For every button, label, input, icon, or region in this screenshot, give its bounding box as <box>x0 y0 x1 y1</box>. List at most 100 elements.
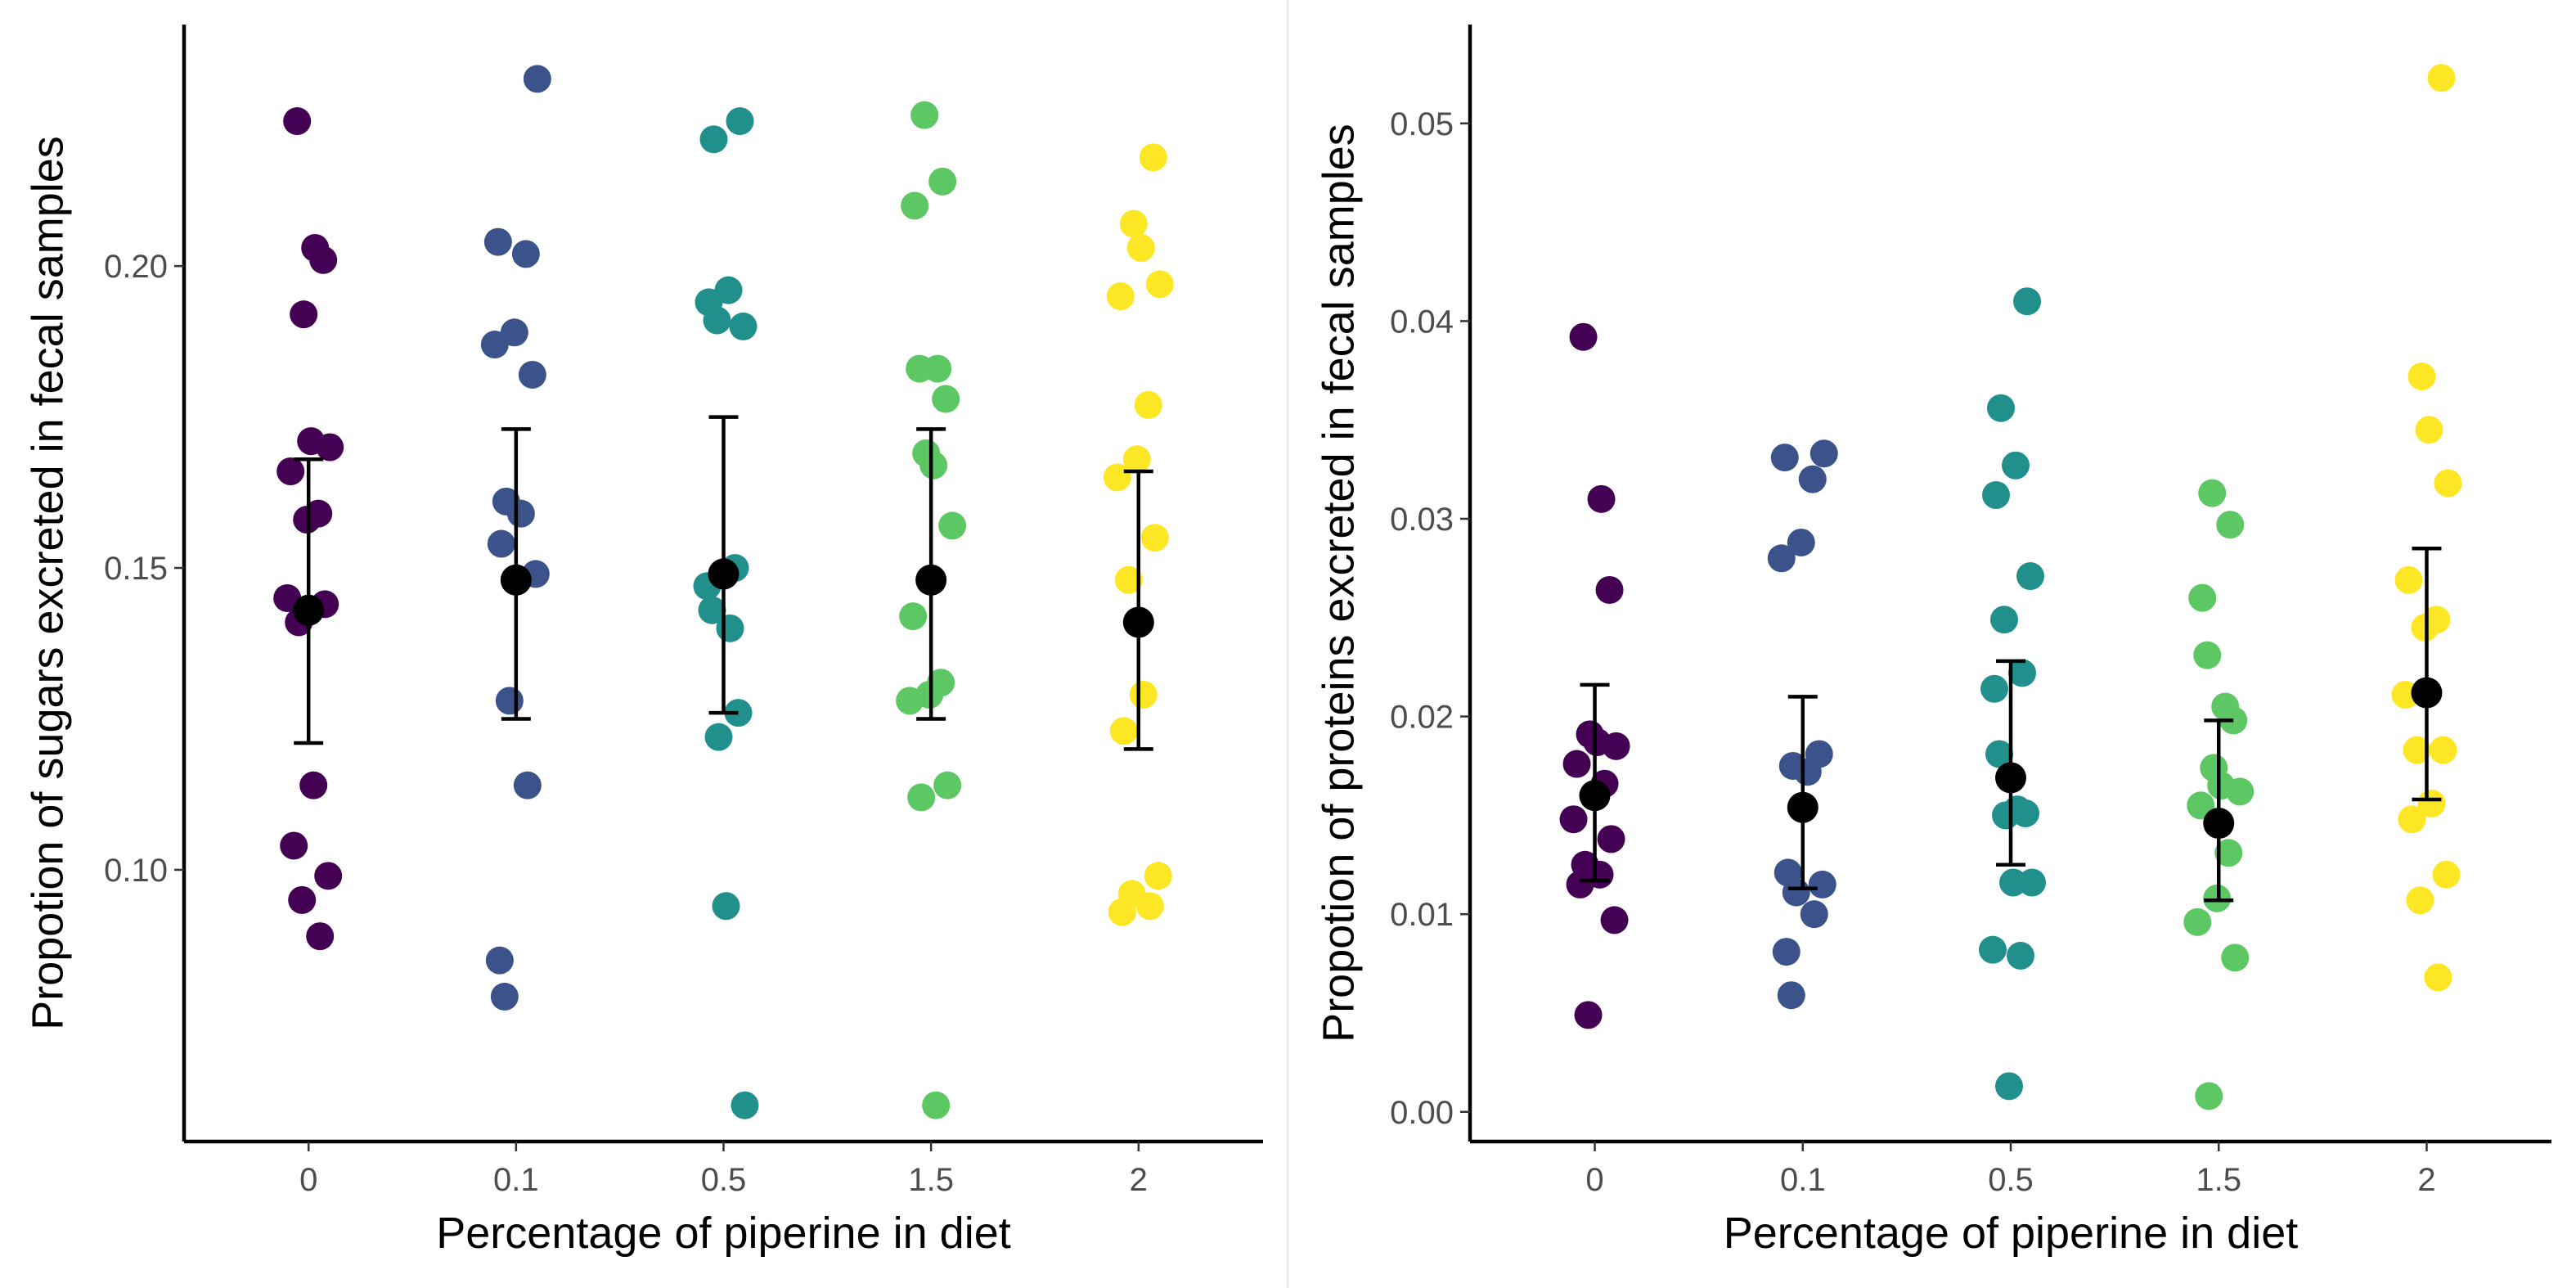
data-point <box>2193 641 2222 669</box>
data-point <box>2427 64 2456 92</box>
mean-point <box>1787 791 1818 823</box>
data-point <box>1566 870 1594 898</box>
data-point <box>480 331 509 359</box>
data-point <box>314 862 343 890</box>
data-point <box>2429 736 2457 764</box>
data-point <box>922 1091 951 1119</box>
data-point <box>490 982 519 1011</box>
x-tick-label: 0 <box>299 1162 317 1198</box>
y-tick-label: 0.15 <box>104 551 168 587</box>
data-point <box>306 922 335 951</box>
y-tick-label: 0.02 <box>1390 700 1454 736</box>
data-point <box>1559 805 1588 834</box>
mean-point <box>293 594 325 626</box>
data-point <box>1109 717 1138 745</box>
data-point <box>1793 758 1822 786</box>
mean-point <box>1122 606 1154 638</box>
y-tick-label: 0.20 <box>104 249 168 285</box>
data-point <box>2198 479 2227 507</box>
data-point <box>699 125 728 154</box>
data-point <box>2417 789 2446 817</box>
data-point <box>2406 886 2434 915</box>
data-point <box>928 167 957 196</box>
y-axis-title: Propotion of sugars excreted in fecal sa… <box>23 136 72 1030</box>
data-point <box>288 885 317 914</box>
proteins-panel: Percentage of piperine in diet Propotion… <box>1314 25 2551 1258</box>
sugars-panel: Percentage of piperine in diet Propotion… <box>23 25 1263 1258</box>
mean-point <box>2411 677 2443 709</box>
data-point <box>2183 907 2212 936</box>
data-point <box>2403 736 2431 764</box>
data-point <box>299 771 328 799</box>
data-point <box>712 892 740 921</box>
data-point <box>1798 465 1827 493</box>
data-point <box>910 101 939 129</box>
data-point <box>1985 740 2013 768</box>
data-point <box>2018 868 2046 897</box>
data-point <box>2188 583 2217 612</box>
data-point <box>1770 444 1799 472</box>
x-tick-label: 0 <box>1585 1162 1603 1198</box>
x-axis-title: Percentage of piperine in diet <box>1724 1209 2298 1258</box>
data-point <box>1108 898 1136 926</box>
data-point <box>1103 463 1131 492</box>
data-point <box>495 687 524 715</box>
data-point <box>1800 900 1828 929</box>
data-point <box>1139 143 1167 172</box>
data-point <box>1987 394 2015 422</box>
x-tick-label: 0.1 <box>1780 1162 1826 1198</box>
data-point <box>2407 363 2436 391</box>
data-point <box>2195 1082 2223 1110</box>
x-tick-label: 1.5 <box>2196 1162 2241 1198</box>
data-point <box>1106 282 1135 311</box>
data-point <box>938 511 967 540</box>
data-point <box>316 433 344 462</box>
x-tick-label: 0.5 <box>1988 1162 2034 1198</box>
data-point <box>1782 878 1810 907</box>
data-point <box>518 360 546 389</box>
data-point <box>907 783 936 812</box>
data-point <box>2226 777 2255 806</box>
data-point <box>1808 870 1836 898</box>
data-point <box>731 1091 759 1119</box>
mean-point <box>1995 762 2026 794</box>
data-point <box>1129 681 1158 709</box>
x-tick-label: 0.1 <box>493 1162 539 1198</box>
data-point <box>2415 416 2443 444</box>
mean-point <box>2203 808 2235 840</box>
data-point <box>1134 390 1162 419</box>
data-point <box>1767 544 1796 573</box>
data-point <box>513 771 542 799</box>
data-point <box>1574 1001 1603 1029</box>
data-point <box>698 596 726 624</box>
data-point <box>2002 451 2030 480</box>
data-point <box>309 245 338 274</box>
data-point <box>2016 562 2044 591</box>
x-axis-title: Percentage of piperine in diet <box>436 1209 1010 1258</box>
y-tick-label: 0.10 <box>104 853 168 889</box>
data-point <box>2216 511 2245 539</box>
data-point <box>1600 906 1629 934</box>
data-point <box>919 451 948 480</box>
data-point <box>1562 750 1591 778</box>
data-point <box>1122 445 1151 474</box>
x-tick-label: 0.5 <box>701 1162 747 1198</box>
data-point <box>2013 287 2041 316</box>
data-point <box>2398 805 2426 834</box>
data-point <box>511 240 540 268</box>
data-point <box>276 457 305 485</box>
data-point <box>1587 484 1616 513</box>
mean-point <box>500 564 532 596</box>
data-point <box>506 499 535 528</box>
data-point <box>1777 981 1805 1010</box>
data-point <box>932 385 960 413</box>
data-point <box>1772 938 1801 966</box>
data-point <box>2394 565 2423 594</box>
y-tick-label: 0.04 <box>1390 304 1454 340</box>
x-tick-label: 1.5 <box>908 1162 954 1198</box>
mean-point <box>1579 780 1611 812</box>
data-point <box>2007 941 2034 970</box>
data-point <box>1992 801 2020 830</box>
data-point <box>924 354 952 383</box>
